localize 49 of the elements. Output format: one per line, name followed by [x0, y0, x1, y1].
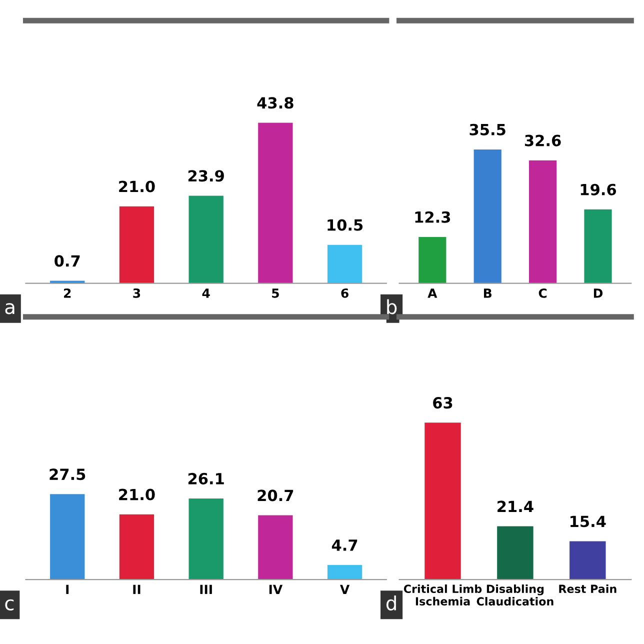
x-tick-label: Rest Pain — [559, 584, 616, 594]
text: b — [387, 299, 397, 314]
x-tick-label: 5 — [272, 288, 279, 298]
bar — [258, 515, 293, 580]
x-tick-label: A — [428, 288, 438, 298]
data-label: 15.4 — [570, 516, 606, 528]
data-label: 20.7 — [258, 490, 294, 502]
text: c — [5, 599, 14, 610]
data-label: 19.6 — [580, 184, 616, 196]
x-tick-label: III — [200, 584, 212, 594]
x-tick-label: IV — [269, 584, 283, 594]
x-tick-label: 6 — [341, 288, 348, 298]
bar — [119, 206, 154, 284]
x-tick-label: V — [340, 584, 350, 594]
data-label: 63 — [433, 397, 452, 409]
bar — [188, 498, 224, 580]
bar — [584, 209, 612, 284]
x-tick-label: I — [66, 584, 69, 594]
bar — [119, 514, 154, 580]
x-tick-label: 3 — [133, 288, 140, 298]
data-label: 4.7 — [332, 540, 358, 551]
data-label: 23.9 — [188, 170, 224, 182]
bar — [50, 494, 85, 580]
text: d — [386, 595, 396, 610]
x-tick-label: 2 — [64, 288, 71, 298]
x-tick-label: II — [133, 584, 140, 594]
data-label: 35.5 — [470, 124, 506, 136]
text: a — [5, 303, 14, 314]
bar — [327, 565, 362, 580]
data-label: 21.0 — [119, 488, 155, 500]
bar — [327, 244, 362, 284]
data-label: 43.8 — [257, 97, 294, 109]
bar — [474, 149, 502, 284]
bar — [529, 160, 557, 284]
x-tick-label: D — [594, 288, 603, 298]
data-label: 26.1 — [188, 472, 224, 484]
data-label: 21.4 — [498, 500, 534, 512]
x-tick-label: 4 — [202, 288, 210, 298]
data-label: 32.6 — [524, 134, 561, 146]
bar — [258, 122, 293, 284]
x-tick-label: B — [484, 288, 492, 298]
data-label: 10.5 — [328, 219, 363, 231]
data-label: 27.5 — [50, 468, 86, 480]
data-label: 21.0 — [119, 180, 155, 192]
bar — [188, 196, 224, 284]
data-label: 12.3 — [415, 211, 450, 223]
x-tick-label: C — [538, 288, 547, 298]
data-label: 0.7 — [54, 255, 80, 267]
bar — [418, 236, 446, 284]
